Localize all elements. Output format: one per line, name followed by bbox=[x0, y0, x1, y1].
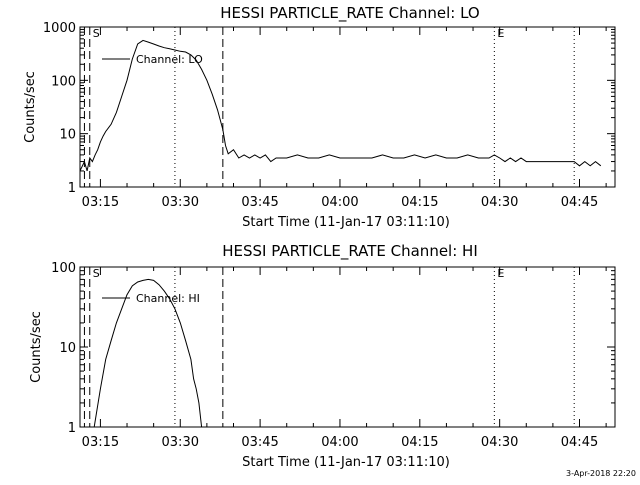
x-tick-label: 04:15 bbox=[401, 195, 438, 210]
x-axis-label: Start Time (11-Jan-17 03:11:10) bbox=[242, 455, 450, 470]
y-axis-label: Counts/sec bbox=[29, 311, 44, 383]
y-tick-label: 1 bbox=[68, 421, 76, 436]
plot-frame bbox=[79, 26, 616, 188]
chart-title: HESSI PARTICLE_RATE Channel: HI bbox=[222, 242, 478, 261]
footer-timestamp: 3-Apr-2018 22:20 bbox=[566, 469, 636, 478]
chart-title: HESSI PARTICLE_RATE Channel: LO bbox=[220, 4, 479, 23]
plot-frame bbox=[79, 266, 616, 428]
series-line bbox=[80, 39, 602, 172]
x-tick-label: 04:00 bbox=[321, 195, 358, 210]
marker-label-s: S bbox=[93, 27, 100, 40]
y-tick-label: 100 bbox=[51, 261, 76, 276]
panel-hi: HESSI PARTICLE_RATE Channel: HI Start Ti… bbox=[29, 242, 616, 470]
x-tick-label: 03:30 bbox=[162, 195, 199, 210]
x-tick-label: 04:45 bbox=[561, 195, 598, 210]
x-tick-label: 03:15 bbox=[82, 195, 119, 210]
x-tick-label: 03:30 bbox=[162, 435, 199, 450]
marker-label-s: S bbox=[93, 267, 100, 280]
x-tick-label: 04:45 bbox=[561, 435, 598, 450]
legend-label: Channel: HI bbox=[136, 292, 200, 305]
x-tick-label: 04:00 bbox=[321, 435, 358, 450]
panel-lo: HESSI PARTICLE_RATE Channel: LO Start Ti… bbox=[23, 4, 616, 230]
x-tick-label: 03:15 bbox=[82, 435, 119, 450]
x-tick-label: 03:45 bbox=[241, 435, 278, 450]
marker-label-e: E bbox=[497, 27, 504, 40]
legend-label: Channel: LO bbox=[136, 53, 203, 66]
y-tick-label: 10 bbox=[59, 341, 76, 356]
series-line bbox=[93, 278, 203, 427]
x-tick-label: 04:30 bbox=[481, 435, 518, 450]
x-tick-label: 04:15 bbox=[401, 435, 438, 450]
y-tick-label: 10 bbox=[59, 128, 76, 143]
y-tick-label: 1000 bbox=[43, 21, 76, 36]
x-tick-label: 03:45 bbox=[241, 195, 278, 210]
marker-label-e: E bbox=[497, 267, 504, 280]
x-tick-label: 04:30 bbox=[481, 195, 518, 210]
y-tick-label: 1 bbox=[68, 181, 76, 196]
y-axis-label: Counts/sec bbox=[23, 71, 38, 143]
y-tick-label: 100 bbox=[51, 74, 76, 89]
x-axis-label: Start Time (11-Jan-17 03:11:10) bbox=[242, 215, 450, 230]
